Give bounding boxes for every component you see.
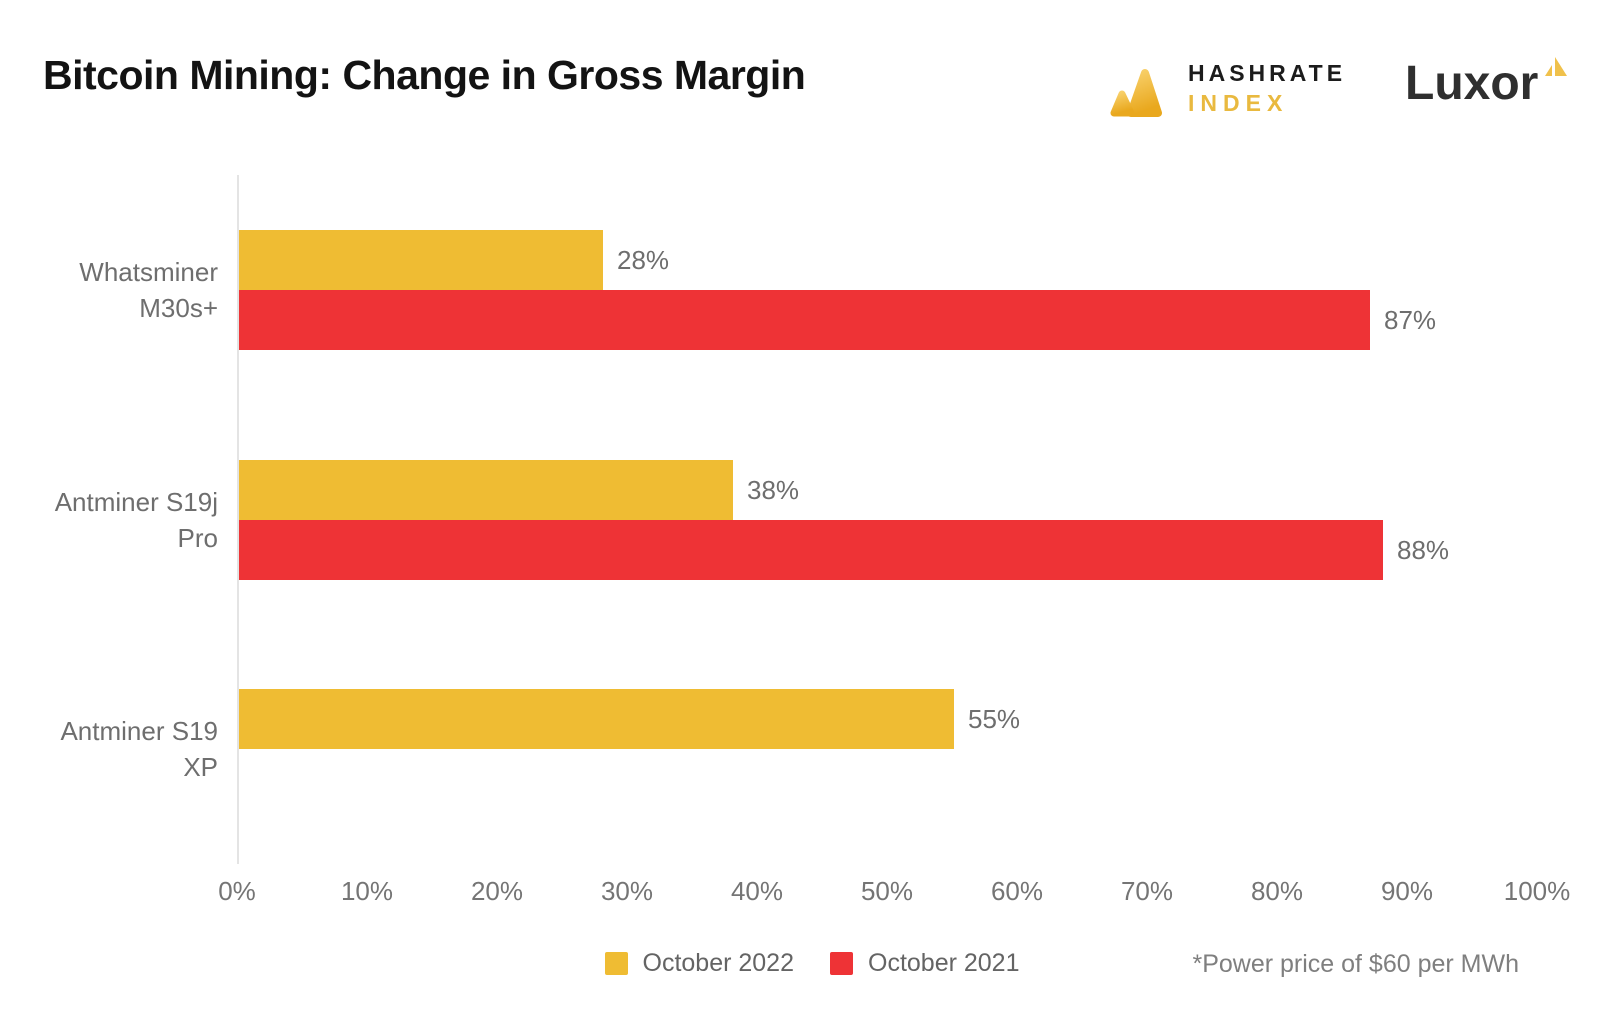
luxor-logo: Luxor [1405, 56, 1567, 116]
x-tick-label: 30% [600, 876, 654, 906]
bar-segment [239, 519, 1383, 580]
legend-swatch [604, 951, 628, 975]
category-label-line: M30s+ [139, 292, 218, 323]
bar-value-label: 88% [1397, 534, 1450, 565]
legend-label: October 2021 [868, 948, 1020, 977]
x-tick-label: 50% [860, 876, 914, 906]
bar-segment [239, 229, 603, 290]
x-tick-label: 40% [730, 876, 784, 906]
bar-segment [239, 459, 733, 520]
plot-area: 28% 38% 55% 87% 88% [237, 175, 1539, 864]
x-tick-label: 80% [1250, 876, 1304, 906]
hashrate-index-logo-icon [1110, 69, 1162, 117]
chart-footnote: *Power price of $60 per MWh [1192, 950, 1519, 978]
hashrate-index-logo: HASHRATE INDEX [1188, 62, 1346, 115]
legend-label: October 2022 [642, 948, 795, 977]
category-axis: Whatsminer M30s+ Antminer S19j Pro Antminer … [0, 175, 218, 864]
bar-segment [239, 289, 1370, 350]
category-label-line: Antminer S19 [60, 716, 218, 747]
category-label-line: Antminer S19j [54, 486, 218, 517]
x-tick-label: 0% [218, 876, 256, 906]
x-tick-label: 100% [1503, 876, 1571, 906]
category-label: Antminer S19j Pro [0, 484, 218, 556]
legend-item: October 2022 [604, 948, 795, 978]
bar-value-label: 28% [617, 244, 670, 275]
x-axis: 0% 10% 20% 30% 40% 50% 60% 70% 80% 90% 100% [218, 876, 1570, 906]
bar-value-label: 55% [968, 704, 1021, 735]
hashrate-logo-line1: HASHRATE [1188, 60, 1347, 86]
legend-item: October 2021 [830, 949, 1020, 978]
category-label-line: XP [183, 752, 218, 783]
bar-value-label: 38% [747, 474, 800, 505]
page-title: Bitcoin Mining: Change in Gross Margin [43, 52, 806, 98]
hashrate-logo-line2: INDEX [1188, 90, 1289, 116]
luxor-triangle-icon [1545, 57, 1567, 76]
bar-value-label: 87% [1384, 304, 1437, 335]
category-label: Antminer S19 XP [0, 713, 218, 785]
luxor-logo-text: Luxor [1405, 57, 1539, 110]
category-label: Whatsminer M30s+ [0, 254, 218, 326]
category-label-line: Pro [177, 522, 218, 553]
bar-segment [239, 689, 954, 750]
x-tick-label: 20% [470, 876, 524, 906]
x-tick-label: 90% [1380, 876, 1434, 906]
category-label-line: Whatsminer [79, 256, 218, 287]
x-tick-label: 70% [1120, 876, 1174, 906]
x-tick-label: 60% [990, 876, 1044, 906]
legend-swatch [830, 951, 853, 975]
x-tick-label: 10% [340, 876, 394, 906]
